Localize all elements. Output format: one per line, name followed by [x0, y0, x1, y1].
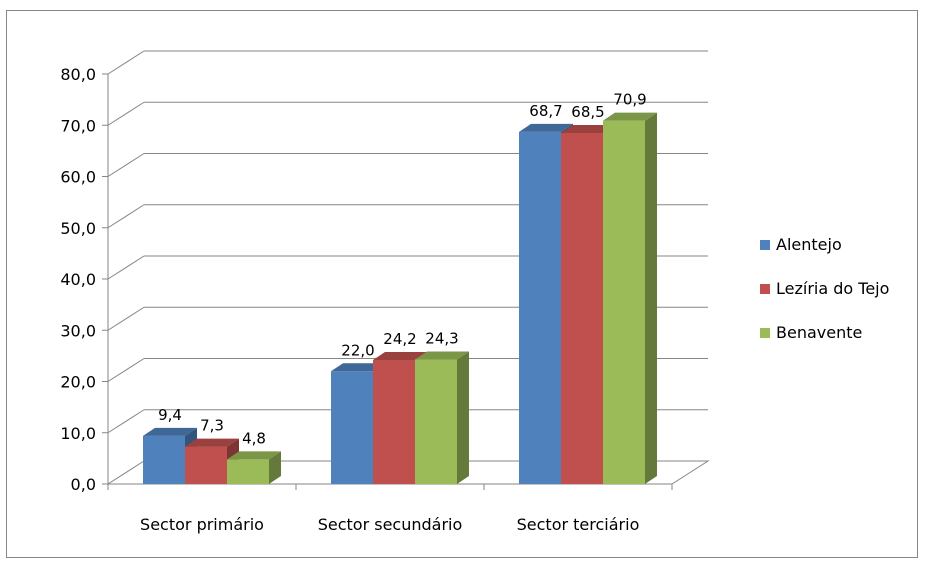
- bar: [143, 435, 185, 484]
- bar: [603, 120, 645, 484]
- data-label: 70,9: [613, 91, 646, 109]
- legend-swatch: [760, 240, 770, 250]
- y-tick-label: 70,0: [60, 116, 96, 135]
- bar-top: [331, 363, 385, 372]
- data-label: 24,3: [425, 329, 458, 347]
- gridline-side: [107, 153, 145, 177]
- legend-label: Benavente: [776, 323, 862, 342]
- gridline-side: [107, 50, 145, 75]
- legend-swatch: [760, 328, 770, 338]
- data-label: 68,7: [529, 102, 562, 120]
- data-label: 7,3: [200, 417, 224, 435]
- data-label: 68,5: [571, 103, 604, 121]
- bar-top: [519, 123, 573, 132]
- bar: [185, 446, 227, 484]
- bar-top: [227, 451, 281, 460]
- gridline-side: [107, 409, 145, 434]
- data-label: 22,0: [341, 341, 374, 359]
- y-tick-label: 50,0: [60, 219, 96, 238]
- y-tick-label: 60,0: [60, 168, 96, 187]
- x-category-label: Sector primário: [140, 515, 264, 534]
- bar: [373, 359, 415, 484]
- bar: [561, 132, 603, 484]
- y-tick-label: 40,0: [60, 270, 96, 289]
- bar-side: [645, 112, 657, 484]
- y-tick-label: 20,0: [60, 373, 96, 392]
- gridline-side: [107, 306, 145, 331]
- gridline-side: [107, 255, 145, 280]
- bar-top: [185, 438, 239, 447]
- legend-label: Alentejo: [776, 235, 842, 254]
- bar-top: [561, 124, 615, 133]
- bar-top: [603, 112, 657, 121]
- bar: [415, 359, 457, 484]
- bar: [519, 131, 561, 484]
- x-category-label: Sector secundário: [318, 515, 463, 534]
- bar-top: [373, 351, 427, 360]
- legend-swatch: [760, 284, 770, 294]
- x-category-label: Sector terciário: [517, 515, 640, 534]
- data-label: 9,4: [158, 406, 182, 424]
- bar-side: [457, 351, 469, 484]
- legend-label: Lezíria do Tejo: [776, 279, 889, 298]
- y-tick-label: 80,0: [60, 65, 96, 84]
- y-tick-label: 10,0: [60, 424, 96, 443]
- bar-top: [143, 427, 197, 436]
- y-tick-label: 30,0: [60, 321, 96, 340]
- y-tick-label: 0,0: [71, 475, 96, 494]
- data-label: 4,8: [242, 429, 266, 447]
- bar-top: [415, 351, 469, 360]
- gridline-side: [107, 204, 145, 229]
- bar: [227, 459, 269, 484]
- gridline-side: [107, 358, 145, 382]
- gridline-side: [107, 101, 145, 126]
- bar: [331, 371, 373, 484]
- bar-side: [269, 451, 281, 484]
- data-label: 24,2: [383, 330, 416, 348]
